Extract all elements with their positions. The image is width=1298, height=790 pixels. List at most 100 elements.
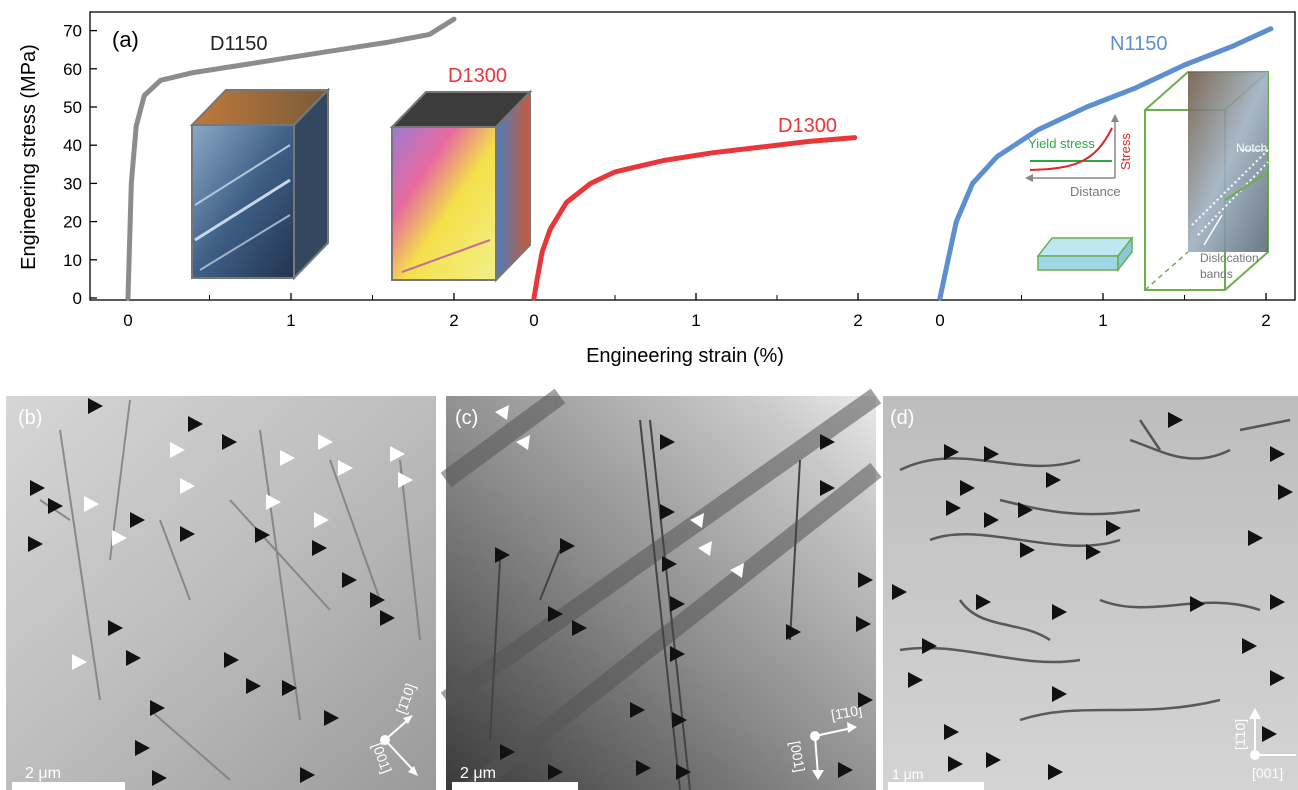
black-arrowhead — [1190, 596, 1205, 612]
black-arrowhead — [312, 540, 327, 556]
yield-stress-label: Yield stress — [1028, 136, 1095, 151]
white-arrowhead — [180, 478, 195, 494]
panel-c-label: (c) — [455, 407, 478, 429]
black-arrowhead — [670, 596, 685, 612]
black-arrowhead — [786, 624, 801, 640]
black-arrowhead — [1020, 542, 1035, 558]
black-arrowhead — [1270, 446, 1285, 462]
black-arrowhead — [944, 724, 959, 740]
panel-d-dir1: [1̄10] — [1232, 719, 1248, 750]
black-arrowhead — [560, 538, 575, 554]
panel-b-arrows — [28, 398, 413, 786]
black-arrowhead — [324, 710, 339, 726]
black-arrowhead — [188, 416, 203, 432]
black-arrowhead — [676, 764, 691, 780]
white-arrowhead — [516, 435, 530, 450]
notch-label: Notch — [1236, 141, 1267, 155]
y-axis: 0 10 20 30 40 50 60 70 — [63, 22, 97, 308]
black-arrowhead — [300, 767, 315, 783]
white-arrowhead — [280, 450, 295, 466]
black-arrowhead — [858, 572, 873, 588]
curve-d1300 — [531, 135, 858, 301]
y-tick-label: 40 — [63, 136, 82, 155]
black-arrowhead — [892, 584, 907, 600]
curve-d1150 — [125, 16, 457, 301]
panel-b-tem-image: (b) 2 μm [1̄10] [001] — [6, 396, 436, 790]
black-arrowhead — [1052, 604, 1067, 620]
black-arrowhead — [630, 702, 645, 718]
d1300-crystal-photo — [389, 89, 533, 283]
black-arrowhead — [660, 504, 675, 520]
panel-d-arrows — [892, 412, 1293, 780]
white-arrowhead — [698, 541, 712, 556]
panel-d-dir2: [001] — [1252, 765, 1283, 781]
white-arrowhead — [170, 442, 185, 458]
black-arrowhead — [108, 620, 123, 636]
black-arrowhead — [636, 760, 651, 776]
black-arrowhead — [1262, 726, 1277, 742]
black-arrowhead — [48, 498, 63, 514]
d1150-crystal-photo — [189, 87, 331, 281]
black-arrowhead — [820, 480, 835, 496]
x-axis-label: Engineering strain (%) — [586, 345, 784, 367]
panel-d-scalebar — [888, 782, 984, 790]
panel-a-label: (a) — [112, 27, 139, 52]
white-arrowhead — [730, 563, 744, 578]
panel-a-stress-strain: (a) Engineering stress (MPa) Engineering… — [18, 11, 1296, 367]
black-arrowhead — [126, 650, 141, 666]
black-arrowhead — [30, 480, 45, 496]
panel-c-dir1: [1̄10] — [830, 702, 863, 723]
panel-b-scalebar-label: 2 μm — [25, 765, 61, 782]
x-tick-label: 0 — [123, 311, 132, 330]
x-tick-label: 1 — [691, 311, 700, 330]
black-arrowhead — [150, 700, 165, 716]
black-arrowhead — [984, 512, 999, 528]
black-arrowhead — [1278, 484, 1293, 500]
x-axis: 0 1 2 0 1 2 0 1 2 — [123, 293, 1271, 330]
black-arrowhead — [858, 692, 873, 708]
black-arrowhead — [255, 527, 270, 543]
series-label: D1300 — [778, 115, 837, 137]
x-tick-label: 2 — [853, 311, 862, 330]
white-arrowhead — [398, 472, 413, 488]
black-arrowhead — [495, 547, 510, 563]
panel-d-tem-image: (d) 1 μm [1̄10] [001] — [883, 396, 1298, 790]
black-arrowhead — [984, 446, 999, 462]
x-tick-label: 0 — [935, 311, 944, 330]
y-tick-label: 60 — [63, 60, 82, 79]
black-arrowhead — [922, 638, 937, 654]
series-labels: D1150 D1300 D1300 N1150 — [210, 33, 1167, 137]
black-arrowhead — [548, 764, 563, 780]
panel-c-arrows — [495, 405, 873, 780]
series-label: D1150 — [210, 33, 267, 55]
black-arrowhead — [856, 616, 871, 632]
series-label: D1300 — [448, 65, 507, 87]
black-arrowhead — [908, 672, 923, 688]
black-arrowhead — [135, 740, 150, 756]
white-arrowhead — [390, 446, 405, 462]
panel-c-direction-axes: [1̄10] [001] — [787, 702, 863, 780]
distance-label: Distance — [1070, 184, 1121, 199]
bands-label: bands — [1200, 267, 1233, 281]
stress-label: Stress — [1118, 133, 1133, 170]
curves — [125, 16, 1274, 301]
black-arrowhead — [1048, 764, 1063, 780]
white-arrowhead — [690, 513, 704, 528]
n1150-notch-inset: Notch Dislocation bands Yield stress Str… — [1025, 71, 1269, 291]
white-arrowhead — [318, 434, 333, 450]
black-arrowhead — [548, 606, 563, 622]
black-arrowhead — [670, 646, 685, 662]
black-arrowhead — [1168, 412, 1183, 428]
y-tick-label: 70 — [63, 22, 82, 41]
y-axis-label: Engineering stress (MPa) — [18, 44, 40, 270]
black-arrowhead — [946, 500, 961, 516]
black-arrowhead — [672, 712, 687, 728]
black-arrowhead — [1086, 544, 1101, 560]
black-arrowhead — [1106, 520, 1121, 536]
y-tick-label: 10 — [63, 251, 82, 270]
black-arrowhead — [948, 756, 963, 772]
white-arrowhead — [314, 512, 329, 528]
black-arrowhead — [960, 480, 975, 496]
black-arrowhead — [1270, 594, 1285, 610]
